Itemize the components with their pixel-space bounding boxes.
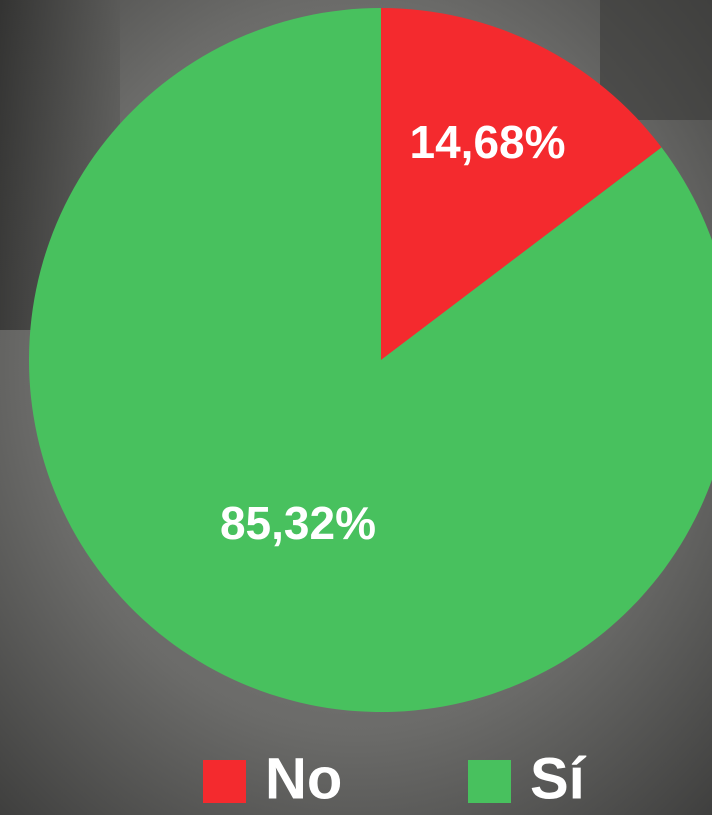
page: 14,68%85,32%NoSí (() => { const data = J… (0, 0, 712, 815)
legend-label: No (265, 746, 342, 811)
data-label: 14,68% (410, 116, 566, 168)
legend-swatch (468, 760, 511, 803)
legend-label: Sí (530, 746, 587, 811)
chart: 14,68% 85,32% No Sí (0, 0, 712, 815)
legend-swatch (203, 760, 246, 803)
data-label: 85,32% (220, 497, 376, 549)
